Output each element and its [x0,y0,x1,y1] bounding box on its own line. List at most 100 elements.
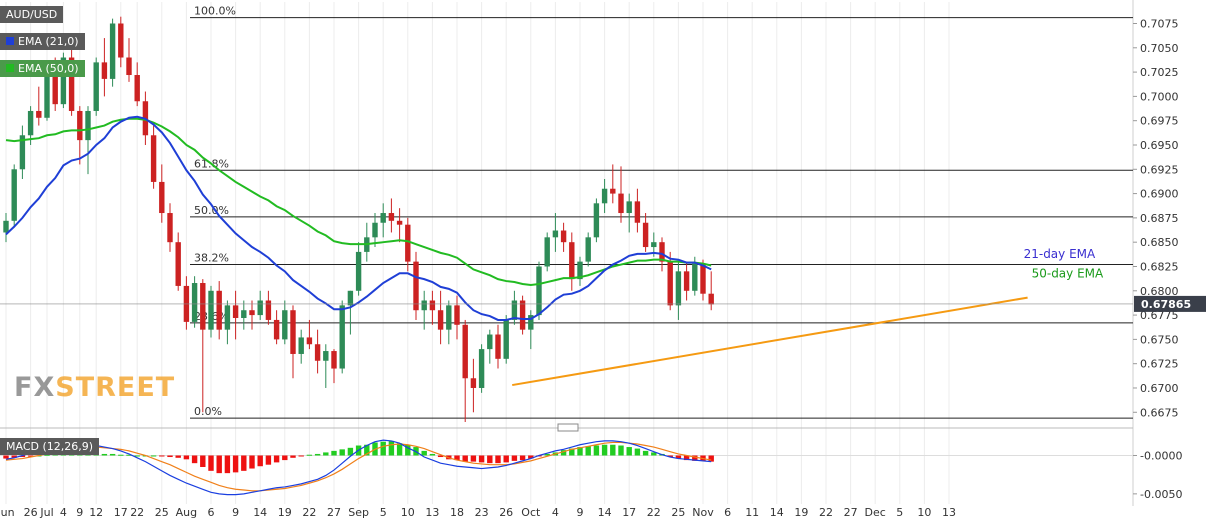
candle-body [478,349,485,388]
candle-body [265,300,272,320]
candle-body [405,224,411,262]
macd-hist-bar [528,455,534,459]
candle-body [232,305,239,318]
x-tick-label: 27 [844,506,858,519]
x-tick-label: 6 [724,506,731,519]
macd-hist-bar [241,455,247,471]
x-tick-label: 19 [794,506,808,519]
macd-hist-bar [519,455,526,461]
candle-body [700,263,706,294]
macd-hist-bar [216,455,222,474]
fib-level-label: 50.0% [194,204,229,217]
candle-body [462,324,468,379]
x-tick-label: Dec [865,506,886,519]
price-tick-label: 0.7050 [1140,42,1179,55]
ema21-legend[interactable]: EMA (21,0) [0,33,85,50]
macd-hist-bar [364,444,370,456]
price-tick-label: 0.6975 [1140,115,1179,128]
macd-hist-bar [462,455,468,462]
x-tick-label: 9 [577,506,584,519]
candle-body [634,201,641,223]
candle-body [454,305,460,325]
macd-hist-bar [44,454,50,456]
macd-hist-bar [265,455,272,465]
macd-hist-bar [101,453,108,456]
candle-body [118,23,124,58]
support-trendline [512,296,1028,387]
candle-body [536,266,542,316]
x-tick-label: 14 [770,506,784,519]
macd-hist-bar [577,447,583,456]
macd-hist-bar [232,455,239,473]
macd-hist-bar [331,450,337,456]
candle-body [208,290,214,330]
candle-body [257,300,263,316]
ema21-annotation: 21-day EMA [1024,247,1096,261]
candle-body [273,319,280,340]
x-tick-label: 4 [60,506,67,519]
macd-hist-bar [560,450,567,456]
candle-body [675,271,682,306]
macd-signal-line [5,441,712,492]
x-tick-label: 27 [327,506,341,519]
candle-body [85,110,91,141]
macd-hist-bar [191,455,198,464]
x-tick-label: 5 [380,506,387,519]
macd-hist-bar [109,453,116,456]
candle-body [60,57,67,105]
candle-body [552,230,559,238]
logo-street: STREET [55,372,176,403]
candle-body [577,261,583,280]
macd-hist-bar [487,455,493,464]
macd-hist-bar [396,443,403,456]
macd-main-line [5,439,712,496]
macd-hist-bar [11,455,17,458]
candle-body [11,169,17,221]
macd-hist-bar [610,444,616,456]
macd-hist-bar [405,444,411,456]
macd-hist-bar [569,448,575,456]
candle-body [52,67,58,105]
ema21-line [5,115,712,321]
candle-body [101,62,108,79]
macd-hist-bar [175,455,181,458]
candle-body [93,62,99,111]
ema50-legend[interactable]: EMA (50,0) [0,60,85,77]
macd-hist-bar [314,453,321,456]
macd-hist-bar [208,455,214,471]
candle-body [27,110,34,136]
candle-body [667,261,673,306]
candle-body [216,290,222,330]
x-tick-label: Jun [0,506,15,519]
macd-hist-bar [306,454,313,456]
x-tick-label: 12 [89,506,103,519]
candle-body [560,230,567,243]
price-tick-label: 0.6750 [1140,333,1179,346]
macd-legend[interactable]: MACD (12,26,9) [0,438,100,455]
price-tick-label: 0.6800 [1140,285,1179,298]
candle-body [470,378,477,388]
macd-hist-bar [380,441,386,456]
candle-body [495,334,501,359]
macd-hist-bar [347,447,354,456]
candle-body [519,300,526,330]
x-tick-label: 5 [896,506,903,519]
candle-body [618,193,624,214]
candle-body [36,110,42,118]
candle-body [388,213,395,221]
x-tick-label: 13 [425,506,439,519]
x-tick-label: 25 [155,506,169,519]
price-tick-label: 0.6700 [1140,382,1179,395]
macd-hist-bar [134,455,140,457]
x-tick-label: 23 [475,506,489,519]
panel-resize-handle [557,423,579,432]
x-tick-label: 22 [130,506,144,519]
x-tick-label: 17 [622,506,636,519]
candle-body [200,283,206,330]
candle-body [511,300,518,320]
price-tick-label: 0.6925 [1140,163,1179,176]
macd-tick-label: -0.0000 [1140,449,1182,462]
macd-hist-bar [454,455,460,461]
logo-fx: FX [14,372,56,403]
